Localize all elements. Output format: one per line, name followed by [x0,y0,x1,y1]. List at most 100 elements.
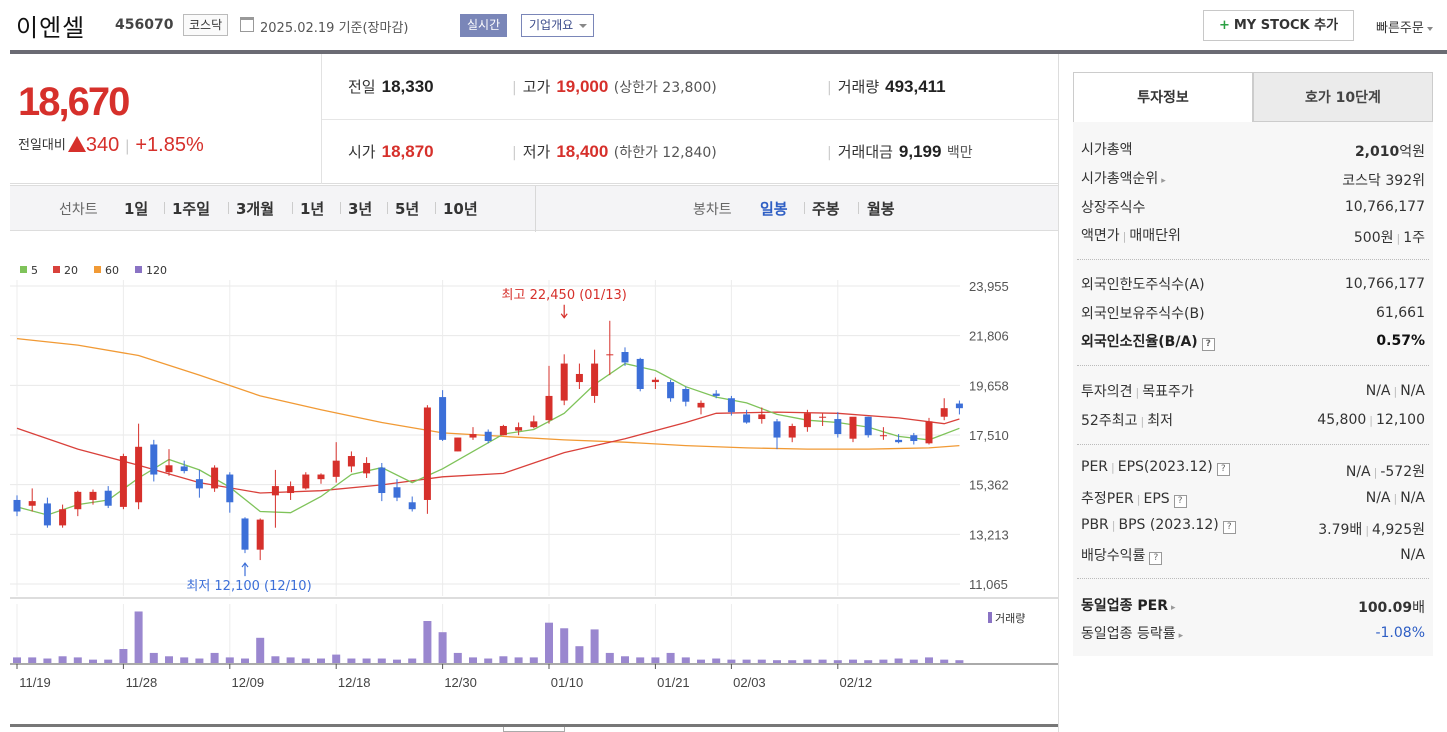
low-annotation: 최저 12,100 (12/10) [186,579,311,594]
help-icon[interactable]: ? [1149,552,1163,565]
volume-bar [73,657,82,663]
price-panel: 18,670 전일대비 340 | +1.85% 전일 18,330 | 고가 19,000… [10,54,1058,184]
tab-monthly[interactable]: 월봉 [867,200,895,218]
candle-body [104,490,112,506]
row-market-cap-rank[interactable]: 시가총액순위 ▸ 코스닥 392위 [1081,168,1425,192]
candle-body [560,363,568,401]
volume-bar [499,656,508,663]
per-eps-label: PER | EPS(2023.12)? [1081,459,1230,476]
tab-3m[interactable]: 3개월 [236,200,275,218]
lower-limit: (하한가 12,840) [613,145,717,161]
high-arrow-icon [560,304,568,319]
bps-label: BPS (2023.12) [1118,517,1219,533]
dividend-label-text: 배당수익률 [1081,548,1146,564]
chevron-right-icon: ▸ [1178,631,1184,641]
volume-bar [210,652,219,663]
market-cap-number: 2,010 [1354,144,1400,160]
candle-body [727,398,735,413]
tab-daily[interactable]: 일봉 [760,200,788,218]
trade-unit-label: 매매단위 [1129,228,1181,244]
chart-resize-handle[interactable] [503,727,565,732]
ma-legend-label: 5 [31,264,38,277]
sector-rate-text: 동일업종 등락률 [1081,626,1176,642]
ma-legend-label: 120 [146,264,167,277]
candle-body [439,397,447,440]
w52-high-label: 52주최고 [1081,413,1138,429]
tab-investment-info[interactable]: 투자정보 [1073,72,1253,122]
tab-quote-10[interactable]: 호가 10단계 [1253,72,1433,122]
x-tick-label: 11/19 [19,675,51,690]
volume-bar [590,629,599,663]
realtime-button[interactable]: 실시간 [460,14,508,37]
row-sector-rate[interactable]: 동일업종 등락률 ▸ -1.08% [1081,623,1425,647]
tab-10y[interactable]: 10년 [443,200,478,218]
target-label: 목표주가 [1142,384,1194,400]
quick-order-menu[interactable]: 빠른주문 [1376,17,1433,36]
tabs-divider [535,186,536,232]
help-icon[interactable]: ? [1222,521,1236,534]
volume-bar [453,652,462,663]
candle-body [408,502,416,510]
candle-body [682,388,690,402]
candle-body [423,407,431,500]
pbr-label: PBR [1081,517,1109,533]
y-tick-label: 23,955 [969,279,1009,294]
help-icon[interactable]: ? [1201,338,1215,351]
volume-bar [408,658,417,663]
tab-1y[interactable]: 1년 [300,200,325,218]
candle-body [712,393,720,396]
candle-body [211,467,219,489]
help-icon[interactable]: ? [1216,463,1230,476]
high-label: 고가 [522,78,551,96]
divider: | [1393,385,1398,398]
candle-body [332,460,340,477]
chevron-down-icon [579,24,588,28]
est-per-eps-label: 추정PER | EPS? [1081,488,1187,508]
candle-body [119,456,127,507]
volume-bar [165,656,173,663]
divider: | [1136,493,1141,506]
listed-shares-label: 상장주식수 [1081,200,1146,216]
x-tick-label: 02/03 [733,675,766,690]
tab-3y[interactable]: 3년 [348,200,373,218]
foreign-holding-label: 외국인보유주식수(B) [1081,306,1205,322]
company-overview-dropdown[interactable]: 기업개요 [521,14,595,37]
row-sector-per[interactable]: 동일업종 PER ▸ 100.09배 [1081,595,1425,619]
foreign-holding-value: 61,661 [1376,305,1425,321]
help-icon[interactable]: ? [1173,495,1187,508]
foreign-rate-label: 외국인소진율(B/A)? [1081,331,1215,351]
dividend-value: N/A [1400,547,1425,563]
tab-5y[interactable]: 5년 [395,200,420,218]
y-tick-label: 11,065 [969,577,1008,592]
divider: | [827,145,832,161]
target-value: N/A [1400,383,1425,399]
candle-body [773,421,781,438]
volume-bar [894,658,903,663]
tab-1d[interactable]: 1일 [124,200,149,218]
volume-bar [134,611,143,663]
open-label: 시가 [348,143,376,161]
volume-bar [879,659,888,663]
pbr-bps-label: PBR | BPS (2023.12)? [1081,517,1236,534]
chevron-right-icon: ▸ [1171,603,1176,613]
volume-legend-label: 거래량 [995,612,1026,625]
row-foreign-rate: 외국인소진율(B/A)? 0.57% [1081,331,1425,355]
prev-close-value: 18,330 [381,77,434,96]
ma-legend-label: 60 [105,264,119,277]
volume-bar [104,659,113,663]
tab-weekly[interactable]: 주봉 [812,200,840,218]
candle-body [910,435,918,442]
my-stock-add-button[interactable]: + MY STOCK 추가 [1203,10,1354,41]
volume-bar [377,658,386,663]
change-amount: 340 [85,134,120,156]
w52-low-label: 최저 [1147,413,1173,429]
pbr-bps-value: 3.79배 | 4,925원 [1318,519,1425,539]
foreign-limit-value: 10,766,177 [1344,276,1425,292]
candle-body [28,501,36,506]
row-est-per-eps: 추정PER | EPS? N/A | N/A [1081,488,1425,512]
calendar-icon [240,17,254,32]
chevron-down-icon [1426,26,1433,31]
tab-1w[interactable]: 1주일 [172,200,211,218]
candle-body [636,358,644,389]
volume-bar [742,659,751,663]
